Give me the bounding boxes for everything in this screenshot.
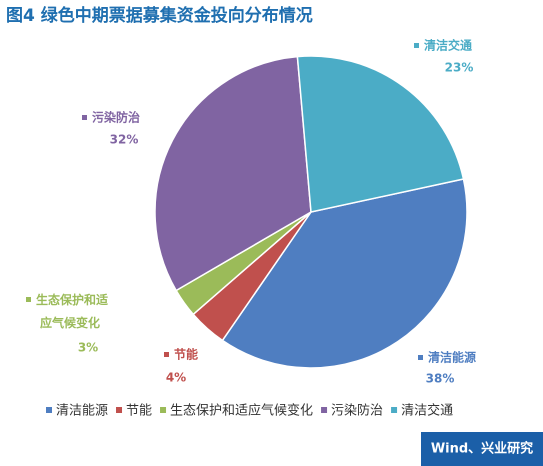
- pie-slice: [221, 178, 468, 369]
- label-marker: [418, 355, 423, 360]
- legend-label: 污染防治: [331, 403, 383, 419]
- legend-marker: [116, 407, 123, 413]
- label-marker: [164, 352, 169, 357]
- slice-label: 生态保护和适应气候变化: [36, 292, 108, 330]
- slice-label: 节能: [174, 347, 198, 362]
- pie-slice: [154, 55, 312, 292]
- legend-marker: [321, 407, 328, 413]
- slice-label: 污染防治: [92, 110, 140, 125]
- value-label: 38%: [426, 372, 455, 386]
- value-label: 32%: [110, 133, 139, 147]
- label-marker: [26, 297, 31, 302]
- legend-label: 节能: [126, 404, 152, 419]
- slice-label: 清洁能源: [428, 350, 476, 365]
- value-label: 23%: [445, 61, 474, 75]
- pie-slice: [296, 55, 465, 213]
- value-label: 4%: [166, 371, 186, 385]
- source: Wind、兴业研究: [431, 441, 533, 457]
- legend-label: 清洁交通: [401, 403, 453, 419]
- label-marker: [82, 115, 87, 120]
- source-box: [421, 432, 543, 466]
- legend-marker: [46, 407, 52, 413]
- legend-marker: [391, 407, 398, 413]
- label-marker: [414, 43, 419, 48]
- legend-label: 生态保护和适应气候变化: [170, 403, 313, 419]
- value-label: 3%: [78, 341, 98, 355]
- legend-marker: [160, 407, 167, 413]
- legend-label: 清洁能源: [56, 404, 108, 419]
- slice-label: 清洁交通: [424, 38, 472, 53]
- chart-title: 图4 绿色中期票据募集资金投向分布情况: [6, 5, 313, 26]
